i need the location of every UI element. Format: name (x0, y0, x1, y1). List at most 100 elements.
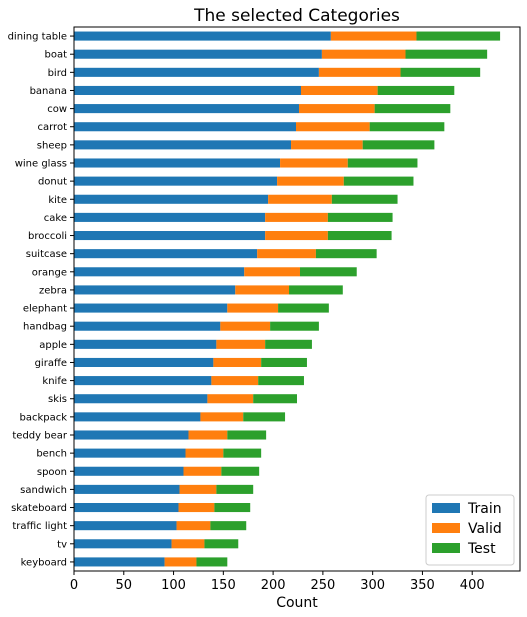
bar-valid-suitcase (257, 249, 316, 259)
y-tick-label: wine glass (15, 159, 67, 170)
y-tick-label: banana (30, 86, 67, 97)
bar-test-sheep (362, 140, 435, 150)
bar-test-donut (343, 176, 414, 186)
bar-train-cow (74, 104, 299, 114)
bar-train-sheep (74, 140, 292, 150)
bar-valid-orange (244, 267, 300, 277)
x-tick-label: 150 (211, 578, 236, 593)
bar-train-backpack (74, 412, 201, 422)
bar-train-giraffe (74, 357, 214, 367)
y-tick-label: carrot (38, 122, 68, 133)
bar-test-orange (299, 267, 357, 277)
legend-swatch-train (432, 503, 460, 513)
bar-train-donut (74, 176, 278, 186)
y-tick-label: broccoli (28, 231, 67, 242)
bar-test-cow (374, 104, 451, 114)
y-tick-label: sandwich (20, 485, 67, 496)
bar-test-giraffe (261, 357, 307, 367)
bar-train-elephant (74, 303, 228, 313)
y-tick-label: teddy bear (12, 431, 67, 442)
bar-valid-tv (171, 539, 205, 549)
legend: Train Valid Test (425, 494, 515, 566)
bar-train-kite (74, 194, 269, 204)
bar-train-orange (74, 267, 245, 277)
x-tick-label: 350 (410, 578, 435, 593)
legend-label-test: Test (467, 541, 496, 557)
y-tick-label: orange (32, 267, 67, 278)
bar-train-banana (74, 85, 301, 95)
x-ticks: 0 50 100 150 200 250 300 350 400 (70, 571, 485, 593)
bar-valid-sheep (291, 140, 363, 150)
bar-test-knife (258, 376, 304, 386)
bar-valid-cake (265, 212, 328, 222)
bar-valid-zebra (235, 285, 290, 295)
bar-valid-donut (277, 176, 344, 186)
legend-swatch-valid (432, 523, 460, 533)
bar-test-suitcase (315, 249, 377, 259)
bar-valid-giraffe (213, 357, 262, 367)
y-tick-label: zebra (39, 285, 67, 296)
bar-train-bird (74, 67, 319, 77)
y-tick-label: keyboard (21, 557, 67, 568)
y-tick-label: spoon (37, 467, 67, 478)
y-tick-label: cow (47, 104, 67, 115)
bar-train-tv (74, 539, 172, 549)
y-tick-label: boat (44, 50, 67, 61)
bar-train-teddy-bear (74, 430, 189, 440)
y-tick-label: traffic light (12, 521, 67, 532)
bar-train-zebra (74, 285, 236, 295)
bar-valid-boat (321, 49, 406, 59)
bar-train-apple (74, 339, 217, 349)
x-axis-label: Count (276, 595, 318, 611)
bar-valid-bird (318, 67, 401, 77)
bar-test-dining-table (416, 31, 501, 41)
x-tick-label: 100 (161, 578, 186, 593)
y-tick-label: dining table (8, 32, 67, 43)
y-tick-label: bird (48, 68, 67, 79)
bar-train-skateboard (74, 503, 179, 513)
bar-valid-skateboard (178, 503, 215, 513)
bar-test-skateboard (214, 503, 251, 513)
bar-test-teddy-bear (227, 430, 267, 440)
y-tick-label: tv (57, 539, 67, 550)
bar-valid-dining-table (330, 31, 417, 41)
bar-valid-handbag (220, 321, 271, 331)
bar-valid-sandwich (179, 484, 217, 494)
bar-train-knife (74, 376, 212, 386)
bar-valid-spoon (183, 466, 222, 476)
y-tick-label: kite (48, 195, 67, 206)
bar-valid-banana (300, 85, 378, 95)
bar-test-banana (377, 85, 455, 95)
y-tick-label: handbag (23, 322, 67, 333)
x-tick-label: 50 (116, 578, 133, 593)
y-tick-label: backpack (19, 412, 67, 423)
bar-test-skis (253, 394, 297, 404)
bar-train-dining-table (74, 31, 331, 41)
bar-valid-carrot (296, 122, 370, 132)
bar-test-handbag (270, 321, 319, 331)
legend-swatch-test (432, 543, 460, 553)
x-tick-label: 0 (70, 578, 78, 593)
bar-train-broccoli (74, 231, 266, 241)
y-tick-label: skateboard (11, 503, 67, 514)
bar-valid-knife (211, 376, 259, 386)
bar-valid-elephant (227, 303, 279, 313)
bar-test-bench (223, 448, 262, 458)
bar-train-wine-glass (74, 158, 281, 168)
bar-train-handbag (74, 321, 221, 331)
legend-label-train: Train (467, 501, 502, 517)
bar-valid-cow (298, 104, 375, 114)
bar-valid-broccoli (265, 231, 328, 241)
bars-layer (74, 31, 501, 567)
bar-train-suitcase (74, 249, 258, 259)
bar-valid-traffic-light (176, 521, 211, 531)
y-tick-label: skis (48, 394, 67, 405)
bar-valid-kite (268, 194, 332, 204)
y-tick-label: suitcase (26, 249, 67, 260)
bar-valid-wine-glass (280, 158, 348, 168)
bar-train-traffic-light (74, 521, 177, 531)
y-tick-label: sheep (37, 140, 67, 151)
y-tick-label: cake (44, 213, 67, 224)
bar-test-cake (327, 212, 393, 222)
bar-test-wine-glass (347, 158, 418, 168)
